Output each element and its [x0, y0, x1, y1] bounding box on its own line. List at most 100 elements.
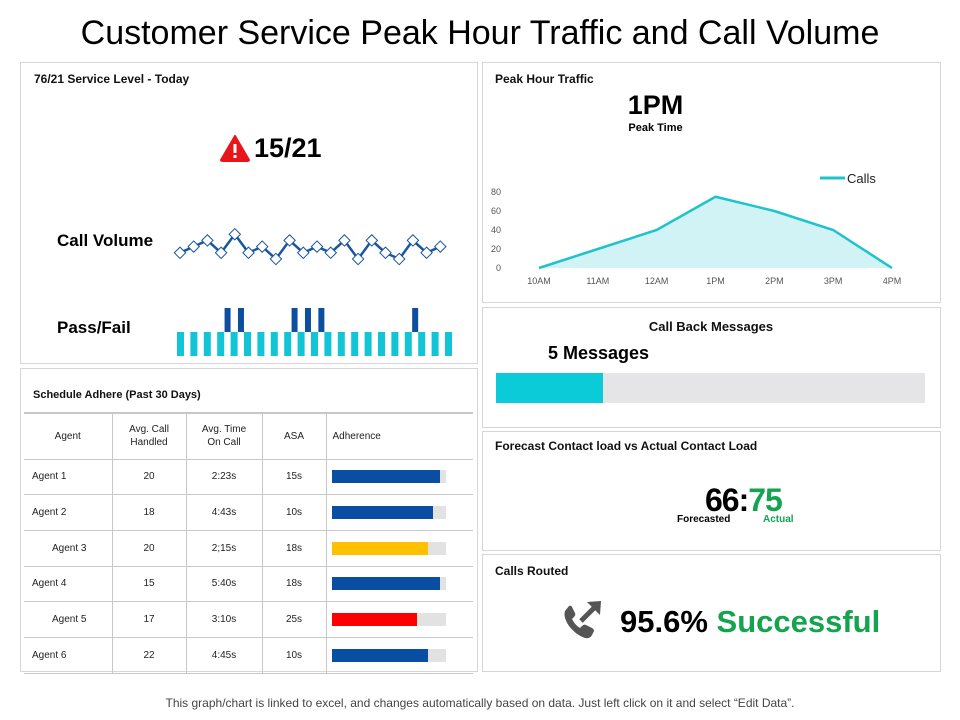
header-adherence: Adherence [325, 412, 473, 460]
y-tick-label: 40 [491, 225, 501, 235]
adherence-fill [331, 577, 440, 591]
agent-name: Agent 2 [24, 494, 112, 531]
fail-bar [237, 308, 244, 332]
pass-bar [378, 332, 385, 356]
service-level-panel: 76/21 Service Level - Today 15/21 Call V… [20, 62, 478, 364]
call-volume-point [365, 234, 379, 247]
x-tick-label: 10AM [527, 276, 551, 286]
callback-progress-bar [496, 373, 925, 403]
call-volume-point [351, 252, 365, 266]
y-tick-label: 0 [496, 263, 501, 273]
pass-fail-label: Pass/Fail [57, 318, 131, 337]
fail-bar [412, 308, 419, 332]
asa: 18s [261, 566, 326, 603]
x-tick-label: 11AM [586, 276, 609, 286]
adherence-cell [325, 530, 473, 567]
adherence-cell [325, 459, 473, 496]
header-asa: ASA [261, 412, 326, 460]
pass-bar [431, 332, 439, 356]
pass-bar [404, 332, 412, 356]
header-calls: Avg. Call Handled [111, 412, 186, 460]
call-volume-label: Call Volume [57, 231, 154, 250]
pass-bar [445, 332, 452, 356]
asa: 18s [261, 530, 326, 567]
adherence-fill [331, 506, 433, 520]
pass-bar [324, 332, 332, 356]
calls-handled: 15 [111, 566, 186, 603]
adherence-bar [331, 541, 446, 555]
call-volume-point [379, 246, 392, 260]
time-on-call: 5:40s [185, 566, 262, 603]
call-volume-point [228, 227, 242, 241]
actual-label: Actual [763, 514, 794, 525]
forecasted-label: Forecasted [677, 514, 731, 525]
phone-outgoing-icon [564, 601, 601, 639]
time-on-call: 4:43s [185, 494, 262, 531]
actual-value: 75 [748, 482, 783, 518]
adherence-fill [331, 470, 440, 484]
forecast-panel: Forecast Contact load vs Actual Contact … [482, 431, 941, 551]
call-volume-point [392, 252, 406, 266]
adherence-cell [325, 601, 473, 638]
routed-title: Calls Routed [495, 564, 569, 578]
calls-handled: 20 [111, 459, 186, 496]
calls-routed-panel: Calls Routed 95.6% Successful [482, 554, 941, 672]
service-level-title: 76/21 Service Level - Today [34, 72, 190, 86]
forecast-title: Forecast Contact load vs Actual Contact … [495, 439, 758, 453]
pass-bar [284, 332, 292, 356]
agent-name: Agent 4 [24, 566, 112, 603]
pass-bar [230, 332, 238, 356]
adherence-cell [325, 637, 473, 674]
call-volume-sparkline [173, 227, 447, 266]
time-on-call: 4:45s [185, 637, 262, 674]
peak-hour-panel: Peak Hour Traffic 1PM Peak Time 0 20 40 60 8… [482, 62, 941, 303]
schedule-table: Agent Avg. Call Handled Avg. Time On Cal… [24, 412, 473, 674]
call-volume-point [338, 234, 351, 247]
y-tick-label: 20 [491, 244, 501, 254]
fail-bar [291, 308, 298, 332]
asa: 15s [261, 459, 326, 496]
asa: 10s [261, 637, 326, 674]
table-row: Agent 2 18 4:43s 10s [24, 494, 473, 531]
adherence-cell [325, 494, 473, 531]
pass-bar [190, 332, 198, 356]
pass-bar [351, 332, 359, 356]
pass-bar [297, 332, 305, 356]
footer-note: This graph/chart is linked to excel, and… [165, 696, 795, 710]
table-row: Agent 1 20 2:23s 15s [24, 459, 473, 496]
peak-traffic-chart: 0 20 40 60 80 10AM 11AM 12AM 1PM 2PM 3PM 4PM Calls [491, 171, 901, 286]
legend-label: Calls [847, 171, 876, 186]
agent-name: Agent 1 [24, 459, 112, 496]
peak-title: Peak Hour Traffic [495, 72, 594, 86]
pass-bar [364, 332, 372, 356]
warning-triangle-icon [220, 135, 250, 162]
calls-handled: 18 [111, 494, 186, 531]
peak-caption: Peak Time [628, 122, 683, 134]
time-on-call: 3:10s [185, 601, 262, 638]
call-volume-point [406, 234, 420, 247]
call-volume-point [214, 246, 228, 260]
peak-value: 1PM [627, 90, 684, 120]
forecasted-value: 66 [705, 482, 740, 518]
pass-bar [217, 332, 225, 356]
pass-fail-chart [177, 308, 452, 356]
call-volume-point [433, 240, 447, 253]
call-volume-point [324, 246, 338, 260]
call-volume-point [201, 234, 214, 247]
table-row: Agent 4 15 5:40s 18s [24, 566, 473, 603]
calls-line [538, 195, 893, 270]
x-tick-label: 2PM [765, 276, 784, 286]
callback-value: 5 Messages [548, 343, 650, 363]
pass-bar [270, 332, 278, 356]
callback-title: Call Back Messages [648, 319, 774, 334]
call-volume-point [283, 234, 296, 247]
fail-bar [224, 308, 231, 332]
agent-name: Agent 5 [24, 601, 112, 638]
routed-status: Successful [716, 604, 881, 639]
fail-bar [304, 308, 311, 332]
adherence-fill [331, 613, 417, 627]
adherence-bar [331, 577, 446, 591]
calls-handled: 20 [111, 530, 186, 567]
call-volume-point [173, 246, 187, 260]
table-row: Agent 5 17 3:10s 25s [24, 601, 473, 638]
